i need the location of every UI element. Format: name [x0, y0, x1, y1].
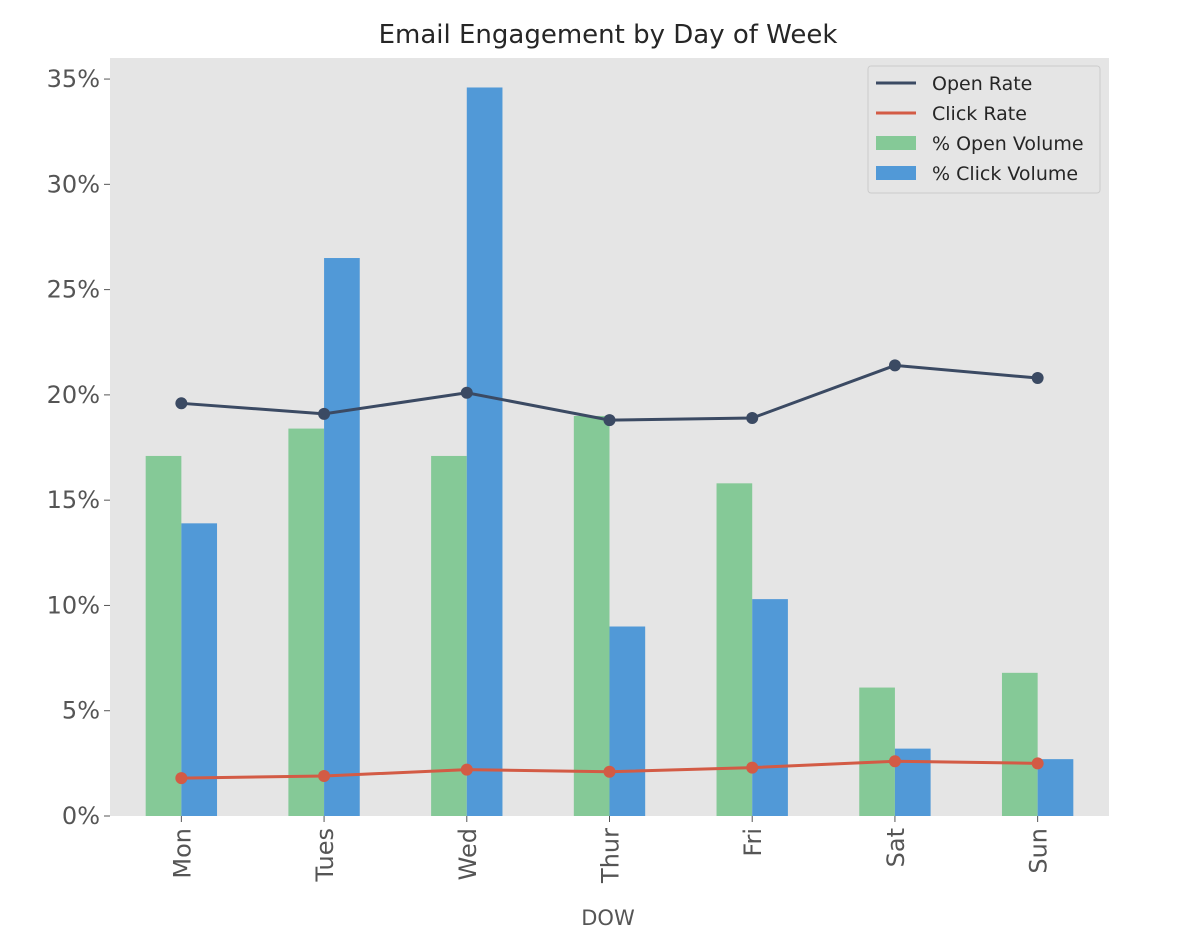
point-click-rate-sun: [1031, 757, 1044, 770]
x-tick-label-sat: Sat: [882, 828, 910, 867]
bar-open-volume-wed: [431, 455, 467, 816]
point-click-rate-tues: [318, 769, 331, 782]
point-open-rate-mon: [175, 397, 188, 410]
legend-swatch-click-volume: [876, 166, 916, 180]
bar-click-volume-fri: [752, 599, 788, 816]
bar-click-volume-thur: [609, 626, 646, 816]
bar-open-volume-sun: [1001, 672, 1038, 816]
legend-swatch-open-volume: [876, 136, 916, 150]
x-tick-label-mon: Mon: [168, 828, 196, 879]
bar-click-volume-tues: [324, 258, 360, 816]
point-open-rate-wed: [460, 386, 473, 399]
point-click-rate-mon: [175, 772, 188, 785]
x-tick-label-sun: Sun: [1025, 828, 1053, 874]
legend: Open Rate Click Rate % Open Volume % Click …: [867, 65, 1101, 194]
y-tick-label: 5%: [62, 697, 100, 725]
point-click-rate-sat: [888, 755, 901, 768]
legend-label-open-volume: % Open Volume: [932, 133, 1084, 155]
y-tick-label: 30%: [47, 170, 100, 198]
legend-label-click-rate: Click Rate: [932, 103, 1027, 125]
point-click-rate-fri: [746, 761, 759, 774]
legend-label-click-volume: % Click Volume: [932, 163, 1078, 185]
bar-click-volume-mon: [181, 523, 218, 816]
point-open-rate-tues: [318, 407, 331, 420]
y-tick-label: 10%: [47, 591, 100, 619]
y-tick-label: 15%: [47, 486, 100, 514]
point-open-rate-sun: [1031, 372, 1044, 385]
x-tick-label-fri: Fri: [739, 828, 767, 857]
bar-click-volume-wed: [466, 87, 503, 816]
bar-open-volume-fri: [716, 483, 753, 816]
bar-open-volume-sat: [859, 687, 895, 816]
y-tick-label: 35%: [47, 65, 100, 93]
y-tick-label: 25%: [47, 276, 100, 304]
legend-box: [867, 65, 1101, 194]
x-tick-label-thur: Thur: [597, 828, 625, 884]
point-click-rate-wed: [460, 763, 473, 776]
bars-layer: [145, 87, 1074, 816]
bar-open-volume-tues: [288, 428, 325, 816]
y-tick-label: 0%: [62, 802, 100, 830]
x-axis-label: DOW: [581, 906, 635, 930]
point-open-rate-sat: [888, 359, 901, 372]
bar-open-volume-thur: [573, 415, 610, 816]
bar-open-volume-mon: [145, 455, 182, 816]
legend-label-open-rate: Open Rate: [932, 73, 1032, 95]
point-open-rate-fri: [746, 412, 759, 425]
bar-click-volume-sun: [1037, 759, 1074, 816]
point-open-rate-thur: [603, 414, 616, 427]
y-axis: 0% 5% 10% 15% 20% 25% 30% 35%: [47, 65, 110, 830]
x-axis: Mon Tues Wed Thur Fri Sat Sun: [168, 816, 1053, 884]
x-tick-label-wed: Wed: [454, 828, 482, 880]
point-click-rate-thur: [603, 765, 616, 778]
x-tick-label-tues: Tues: [311, 828, 339, 883]
chart-title: Email Engagement by Day of Week: [379, 20, 838, 50]
y-tick-label: 20%: [47, 381, 100, 409]
lines-layer: [175, 359, 1044, 785]
